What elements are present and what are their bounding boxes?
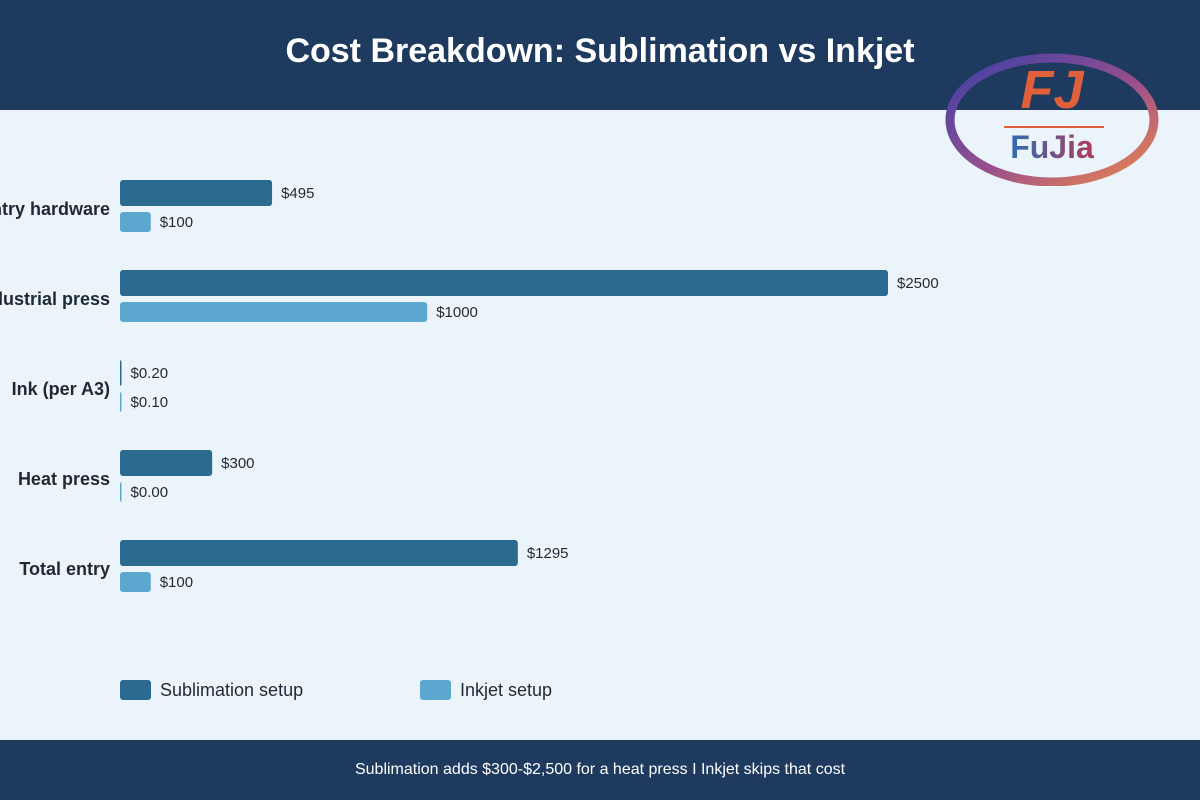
bar-sublimation	[120, 270, 888, 296]
value-label: $1295	[527, 545, 569, 562]
category-label: Ink (per A3)	[12, 379, 110, 399]
legend-swatch-sublimation	[120, 680, 151, 700]
header-bar: Cost Breakdown: Sublimation vs Inkjet	[0, 0, 1200, 110]
bar-inkjet	[120, 302, 428, 322]
bar-inkjet	[120, 212, 151, 232]
bar-chart: Entry hardware $495 $100 Industrial press $2…	[0, 180, 939, 700]
bar-sublimation	[120, 360, 122, 386]
legend-swatch-inkjet	[420, 680, 451, 700]
value-label: $0.10	[131, 394, 169, 411]
fujia-logo-icon: FJ FuJia	[945, 53, 1159, 186]
value-label: $100	[160, 214, 193, 231]
chart-title: Cost Breakdown: Sublimation vs Inkjet	[285, 32, 915, 70]
logo-text: FuJia	[1010, 129, 1094, 165]
value-label: $0.00	[131, 484, 169, 501]
value-label: $2500	[897, 275, 939, 292]
bar-inkjet	[120, 392, 122, 412]
category-label: Entry hardware	[0, 199, 110, 219]
value-label: $495	[281, 185, 314, 202]
footer-bar: Sublimation adds $300-$2,500 for a heat …	[0, 740, 1200, 800]
bar-sublimation	[120, 180, 273, 206]
bar-sublimation	[120, 450, 213, 476]
bar-inkjet	[120, 482, 122, 502]
bar-inkjet	[120, 572, 151, 592]
bar-sublimation	[120, 540, 518, 566]
category-label: Total entry	[19, 559, 110, 579]
legend-label: Inkjet setup	[460, 680, 552, 700]
category-label: Industrial press	[0, 289, 110, 309]
value-label: $100	[160, 574, 193, 591]
logo-mark: FJ	[1020, 60, 1084, 120]
value-label: $1000	[436, 304, 478, 321]
category-label: Heat press	[18, 469, 110, 489]
legend-label: Sublimation setup	[160, 680, 303, 700]
value-label: $300	[221, 455, 254, 472]
value-label: $0.20	[131, 365, 169, 382]
footer-note: Sublimation adds $300-$2,500 for a heat …	[354, 761, 846, 778]
